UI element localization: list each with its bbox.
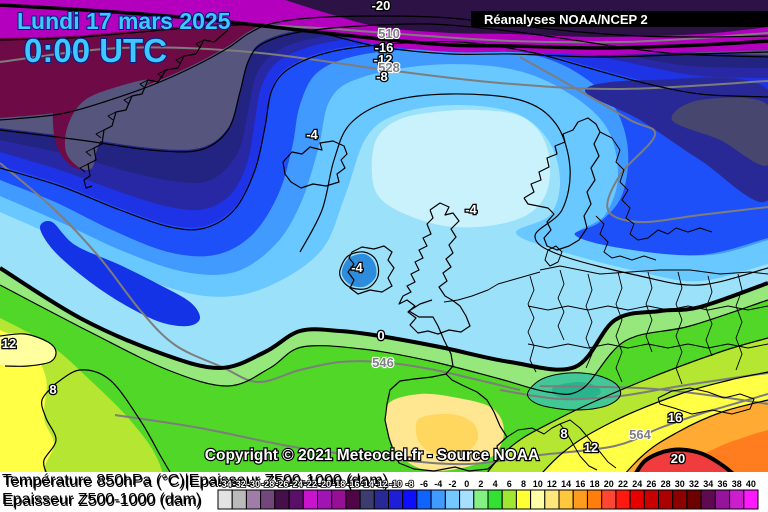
svg-text:-16: -16 — [375, 40, 394, 55]
svg-text:-20: -20 — [318, 479, 331, 489]
svg-text:-8: -8 — [406, 479, 414, 489]
svg-text:Température 850hPa (°C)|Epaiss: Température 850hPa (°C)|Epaisseur Z500-1… — [3, 474, 389, 491]
svg-text:-6: -6 — [420, 479, 428, 489]
svg-text:Epaisseur Z500-1000 (dam): Epaisseur Z500-1000 (dam) — [3, 493, 202, 510]
svg-text:-12: -12 — [375, 479, 388, 489]
svg-text:0: 0 — [377, 328, 384, 343]
svg-text:16: 16 — [668, 410, 682, 425]
svg-text:38: 38 — [732, 479, 742, 489]
svg-text:510: 510 — [378, 26, 400, 41]
svg-text:24: 24 — [632, 479, 642, 489]
svg-text:-16: -16 — [346, 479, 359, 489]
svg-text:Epaisseur Z500-1000 (dam): Epaisseur Z500-1000 (dam) — [2, 491, 201, 508]
svg-text:4: 4 — [493, 479, 498, 489]
svg-text:Température 850hPa (°C)|Epaiss: Température 850hPa (°C)|Epaisseur Z500-1… — [2, 472, 388, 489]
svg-text:546: 546 — [372, 355, 394, 370]
svg-text:-30: -30 — [247, 479, 260, 489]
svg-text:-26: -26 — [275, 479, 288, 489]
svg-text:6: 6 — [507, 479, 512, 489]
svg-text:22: 22 — [618, 479, 628, 489]
svg-text:34: 34 — [703, 479, 713, 489]
svg-text:-8: -8 — [376, 69, 388, 84]
svg-text:-24: -24 — [290, 479, 303, 489]
svg-text:-4: -4 — [351, 260, 363, 275]
svg-text:-34: -34 — [219, 479, 232, 489]
svg-text:2: 2 — [478, 479, 483, 489]
svg-text:20: 20 — [604, 479, 614, 489]
svg-text:40: 40 — [746, 479, 756, 489]
svg-text:-22: -22 — [304, 479, 317, 489]
svg-text:Copyright © 2021 Meteociel.fr: Copyright © 2021 Meteociel.fr - Source N… — [205, 447, 539, 464]
svg-text:-2: -2 — [448, 479, 456, 489]
svg-text:20: 20 — [671, 451, 685, 466]
svg-text:-32: -32 — [233, 479, 246, 489]
svg-text:30: 30 — [675, 479, 685, 489]
svg-text:Lundi 17 mars 2025: Lundi 17 mars 2025 — [17, 8, 231, 34]
svg-text:0: 0 — [464, 479, 469, 489]
svg-text:14: 14 — [561, 479, 571, 489]
svg-text:8: 8 — [49, 382, 56, 397]
svg-text:-18: -18 — [332, 479, 345, 489]
svg-text:8: 8 — [521, 479, 526, 489]
svg-text:28: 28 — [661, 479, 671, 489]
svg-text:18: 18 — [590, 479, 600, 489]
svg-text:-28: -28 — [261, 479, 274, 489]
svg-text:Réanalyses NOAA/NCEP 2: Réanalyses NOAA/NCEP 2 — [484, 12, 648, 27]
svg-text:26: 26 — [646, 479, 656, 489]
svg-text:-20: -20 — [372, 0, 391, 13]
svg-text:-4: -4 — [465, 202, 477, 217]
svg-text:-4: -4 — [306, 127, 318, 142]
svg-text:564: 564 — [629, 427, 651, 442]
svg-text:12: 12 — [584, 440, 598, 455]
svg-text:10: 10 — [533, 479, 543, 489]
svg-text:-10: -10 — [389, 479, 402, 489]
svg-text:-14: -14 — [361, 479, 374, 489]
svg-text:-12: -12 — [374, 52, 393, 67]
svg-text:8: 8 — [560, 426, 567, 441]
svg-text:32: 32 — [689, 479, 699, 489]
svg-text:12: 12 — [547, 479, 557, 489]
svg-text:0:00 UTC: 0:00 UTC — [24, 32, 167, 69]
svg-text:-4: -4 — [434, 479, 442, 489]
svg-text:36: 36 — [717, 479, 727, 489]
svg-text:528: 528 — [378, 60, 400, 75]
svg-text:16: 16 — [575, 479, 585, 489]
svg-text:12: 12 — [2, 336, 16, 351]
